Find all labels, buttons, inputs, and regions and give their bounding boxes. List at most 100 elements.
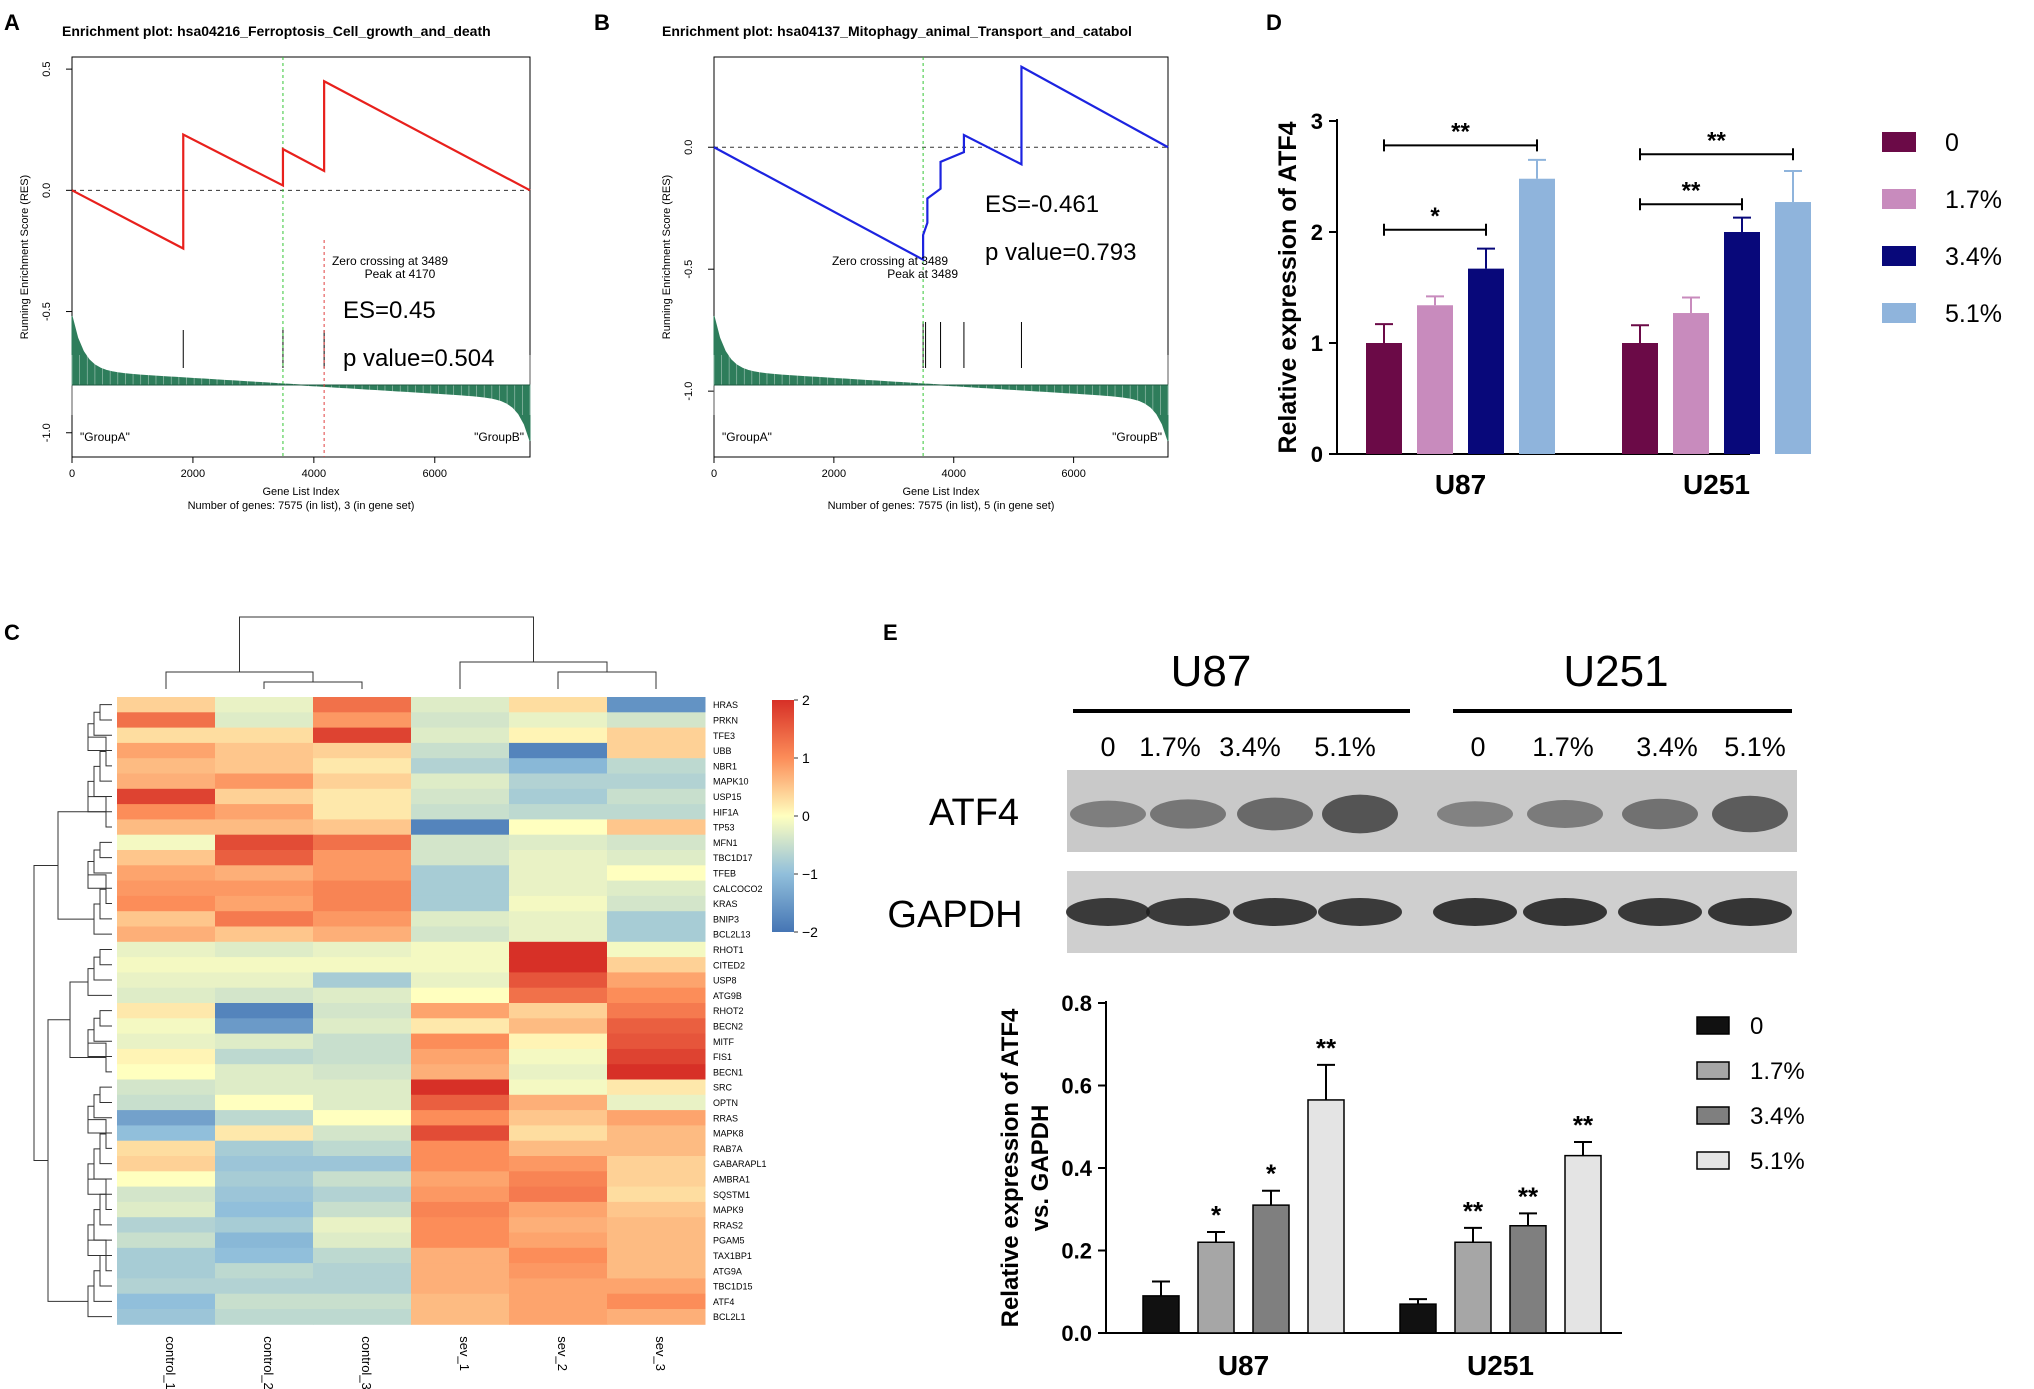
heatmap-row-label: PGAM5 <box>713 1236 745 1246</box>
heatmap-column-label: sev_1 <box>457 1336 472 1371</box>
heatmap-cell <box>215 1125 314 1142</box>
heatmap-cell <box>509 865 608 882</box>
heatmap-cell <box>313 1018 412 1035</box>
blot-band-gapdh <box>1433 898 1517 926</box>
bar <box>1399 1303 1437 1334</box>
blot-band-gapdh <box>1146 898 1230 926</box>
heatmap-cell <box>117 1293 216 1310</box>
legend-label: 3.4% <box>1945 243 2002 271</box>
heatmap-cell <box>509 758 608 774</box>
significance-stars: ** <box>1573 1110 1594 1140</box>
row-dendrogram-branch <box>99 704 112 721</box>
colorbar-tick-label: 0 <box>802 808 810 824</box>
bar <box>1509 1225 1547 1334</box>
heatmap-row-label: MFN1 <box>713 838 738 848</box>
y-tick-label: 2 <box>1311 220 1323 245</box>
heatmap-cell <box>117 712 216 729</box>
heatmap-cell <box>607 911 706 927</box>
heatmap-cell <box>215 880 314 897</box>
heatmap-cell <box>509 1293 608 1310</box>
blot-band-atf4 <box>1437 801 1513 827</box>
row-dendrogram-branch <box>99 841 112 859</box>
heatmap-cell <box>411 1018 510 1035</box>
heatmap-cell <box>509 972 608 989</box>
es-value: ES=0.45 <box>343 297 436 324</box>
heatmap-cell <box>509 773 608 790</box>
x-axis-label: Gene List Index <box>902 486 980 498</box>
heatmap-cell <box>117 1064 216 1080</box>
gsea-plot-b: Enrichment plot: hsa04137_Mitophagy_anim… <box>661 23 1169 512</box>
heatmap-cell <box>215 1309 314 1325</box>
significance-stars: ** <box>1682 177 1701 204</box>
heatmap-cell <box>411 1186 510 1203</box>
bar <box>1454 1241 1492 1334</box>
heatmap-cell <box>215 1247 314 1264</box>
bar <box>1775 202 1811 454</box>
heatmap-cell <box>313 1309 412 1325</box>
heatmap-row-label: RRAS <box>713 1113 738 1123</box>
heatmap-cell <box>313 1186 412 1203</box>
blot-band-gapdh <box>1708 898 1792 926</box>
heatmap-cell <box>607 742 706 759</box>
heatmap-cell <box>607 850 706 866</box>
heatmap-cell <box>411 895 510 912</box>
heatmap-cell <box>509 1156 608 1172</box>
legend-label: 5.1% <box>1945 300 2002 328</box>
heatmap-cell <box>509 1263 608 1279</box>
panel-letter-b: B <box>594 10 610 35</box>
heatmap-cell <box>509 941 608 958</box>
heatmap-row-label: SQSTM1 <box>713 1190 750 1200</box>
heatmap-cell <box>607 1186 706 1203</box>
bar <box>1519 178 1555 454</box>
blot-lane-label: 0 <box>1470 732 1485 762</box>
heatmap-row-label: BECN2 <box>713 1021 743 1031</box>
heatmap-cell <box>509 788 608 805</box>
heatmap-cell <box>411 850 510 866</box>
bar <box>1307 1099 1345 1334</box>
legend-swatch <box>1696 1061 1730 1080</box>
heatmap-cell <box>313 1247 412 1264</box>
peak-annotation: Peak at 4170 <box>365 267 436 281</box>
y-tick-label: 0.2 <box>1061 1239 1092 1264</box>
heatmap-cell <box>411 1125 510 1142</box>
group-b-label: "GroupB" <box>474 430 524 444</box>
blot-lane-label: 5.1% <box>1724 732 1786 762</box>
peak-annotation: Peak at 3489 <box>887 267 958 281</box>
heatmap-cell <box>509 987 608 1004</box>
colorbar <box>772 700 794 932</box>
heatmap-cell <box>411 1156 510 1172</box>
heatmap-cell <box>313 1201 412 1218</box>
row-dendrogram-branch <box>99 1010 112 1027</box>
heatmap-cell <box>313 1033 412 1050</box>
heatmap-cell <box>411 1079 510 1096</box>
heatmap-cell <box>313 1048 412 1065</box>
heatmap-cell <box>411 834 510 851</box>
heatmap-cell <box>215 1171 314 1188</box>
heatmap-cell <box>509 1278 608 1295</box>
group-a-label: "GroupA" <box>722 430 772 444</box>
panel-letter-c: C <box>4 620 20 645</box>
significance-stars: ** <box>1451 118 1470 145</box>
heatmap-cell <box>607 834 706 851</box>
heatmap-cell <box>117 1033 216 1050</box>
legend-swatch <box>1882 189 1916 209</box>
heatmap-cell <box>411 788 510 805</box>
heatmap-cell <box>313 911 412 927</box>
heatmap-cell <box>509 880 608 897</box>
legend-label: 1.7% <box>1945 186 2002 214</box>
legend-label: 3.4% <box>1750 1103 1805 1130</box>
heatmap-cell <box>509 1125 608 1142</box>
y-axis-label: Relative expression of ATF4 <box>997 1008 1024 1327</box>
heatmap-cell <box>215 1094 314 1111</box>
heatmap-cell <box>509 804 608 820</box>
heatmap-cell <box>117 697 216 713</box>
heatmap-cell <box>411 1263 510 1279</box>
gsea-plot-a: Enrichment plot: hsa04216_Ferroptosis_Ce… <box>19 23 531 512</box>
heatmap-cell <box>313 957 412 973</box>
y-tick-label: 0.0 <box>1061 1321 1092 1346</box>
heatmap-cell <box>509 895 608 912</box>
group-b-label: "GroupB" <box>1112 430 1162 444</box>
significance-stars: ** <box>1707 127 1726 154</box>
plot-subtitle: Number of genes: 7575 (in list), 5 (in g… <box>828 500 1055 512</box>
